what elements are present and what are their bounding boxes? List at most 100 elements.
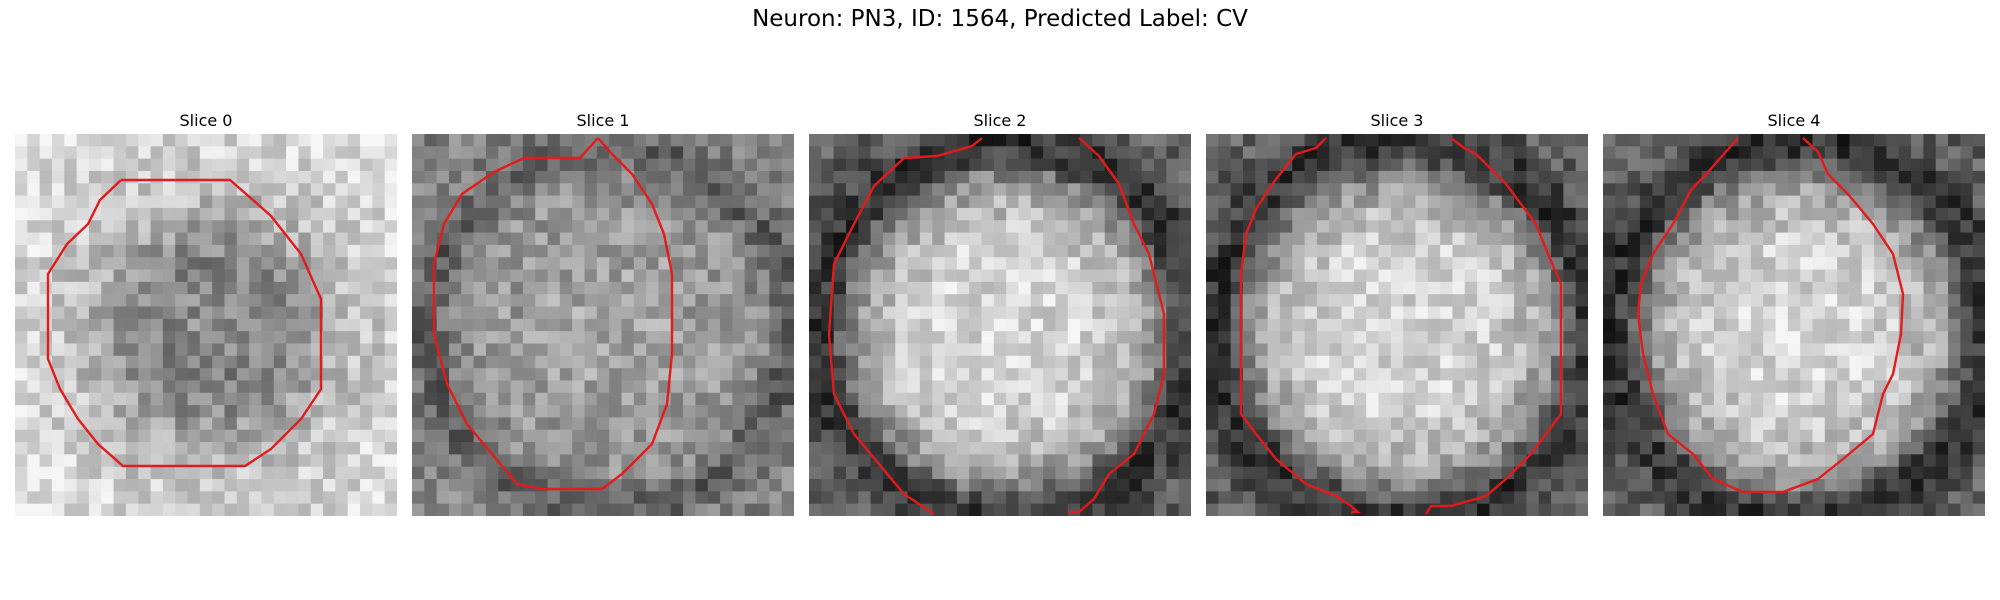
pixel — [461, 269, 475, 283]
pixel — [1279, 318, 1293, 332]
pixel — [125, 306, 139, 320]
pixel — [1763, 417, 1777, 431]
pixel — [27, 146, 41, 160]
pixel — [1812, 405, 1826, 419]
pixel — [1341, 244, 1355, 258]
pixel — [1329, 220, 1343, 234]
pixel — [461, 170, 475, 184]
pixel — [298, 343, 312, 357]
pixel — [199, 220, 213, 234]
pixel — [335, 442, 349, 455]
pixel — [1824, 158, 1838, 172]
pixel — [1849, 281, 1863, 295]
pixel — [833, 158, 847, 172]
pixel — [273, 355, 287, 369]
pixel — [1464, 417, 1478, 431]
pixel — [1464, 207, 1478, 221]
pixel — [1676, 257, 1690, 271]
pixel — [757, 405, 770, 419]
pixel — [1092, 294, 1106, 308]
pixel — [932, 380, 946, 394]
pixel — [1812, 454, 1826, 468]
pixel — [1960, 454, 1974, 468]
pixel — [1787, 466, 1801, 480]
pixel — [744, 331, 758, 345]
pixel — [372, 207, 386, 221]
pixel — [461, 429, 475, 443]
pixel — [1824, 442, 1838, 455]
pixel — [448, 170, 462, 184]
pixel — [596, 232, 610, 246]
pixel — [1304, 257, 1318, 271]
pixel — [347, 417, 361, 431]
pixel — [944, 466, 958, 480]
pixel — [1006, 232, 1020, 246]
pixel — [461, 281, 475, 295]
pixel — [1738, 479, 1752, 492]
pixel — [1055, 146, 1069, 160]
pixel — [199, 368, 213, 382]
pixel — [138, 232, 152, 246]
pixel — [273, 429, 287, 443]
pixel — [1874, 479, 1888, 492]
pixel — [1477, 355, 1491, 369]
pixel — [113, 454, 127, 468]
pixel — [236, 281, 250, 295]
pixel — [1055, 207, 1069, 221]
pixel — [781, 170, 794, 184]
pixel — [1575, 380, 1588, 394]
pixel — [1043, 183, 1057, 197]
pixel — [1972, 195, 1985, 209]
pixel — [1206, 134, 1219, 147]
pixel — [1948, 294, 1961, 308]
pixel — [1639, 417, 1653, 431]
pixel — [744, 454, 758, 468]
pixel — [1824, 207, 1838, 221]
pixel — [1117, 294, 1130, 308]
pixel — [809, 368, 822, 382]
pixel — [335, 281, 349, 295]
pixel — [461, 207, 475, 221]
pixel — [1713, 183, 1727, 197]
pixel — [1861, 368, 1875, 382]
pixel — [757, 503, 770, 516]
pixel — [1775, 417, 1789, 431]
pixel — [1787, 368, 1801, 382]
pixel — [1861, 405, 1875, 419]
pixel — [858, 355, 872, 369]
pixel — [323, 331, 336, 345]
pixel — [1043, 207, 1057, 221]
pixel — [870, 503, 884, 516]
pixel — [510, 442, 524, 455]
pixel — [572, 158, 586, 172]
pixel — [412, 429, 425, 443]
pixel — [695, 244, 709, 258]
pixel — [1292, 158, 1306, 172]
pixel — [769, 306, 783, 320]
pixel — [1104, 146, 1118, 160]
pixel — [646, 257, 660, 271]
pixel — [199, 491, 213, 505]
pixel — [76, 405, 90, 419]
pixel — [919, 355, 933, 369]
pixel — [932, 134, 946, 147]
pixel — [572, 442, 586, 455]
pixel — [101, 479, 115, 492]
pixel — [1898, 380, 1912, 394]
pixel — [1452, 343, 1466, 357]
pixel — [1267, 331, 1281, 345]
pixel — [261, 417, 275, 431]
pixel — [1141, 220, 1155, 234]
pixel — [1329, 134, 1343, 147]
pixel — [1551, 479, 1564, 492]
pixel — [448, 220, 462, 234]
pixel — [224, 146, 238, 160]
pixel — [944, 491, 958, 505]
pixel — [1378, 183, 1392, 197]
pixel — [310, 491, 324, 505]
pixel — [236, 331, 250, 345]
pixel — [1255, 454, 1269, 468]
pixel — [323, 220, 336, 234]
pixel — [895, 380, 909, 394]
pixel — [1464, 232, 1478, 246]
